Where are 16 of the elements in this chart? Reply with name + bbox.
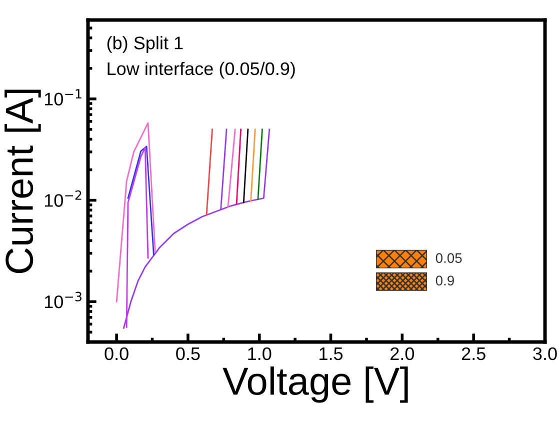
x-tick-label: 2.5: [462, 347, 486, 360]
annotation: 0.9: [436, 276, 454, 286]
y-axis-title: Current [A]: [4, 90, 41, 274]
y-tick-label: 10$^{−2}$: [44, 190, 82, 207]
annotation: 0.05: [436, 253, 462, 263]
x-tick-label: 0.5: [176, 347, 200, 360]
y-tick-label: 10$^{−1}$: [44, 89, 82, 106]
x-tick-label: 1.5: [320, 348, 343, 360]
annotation: (b) Split 1: [107, 36, 183, 53]
y-tick-label: 10$^{−3}$: [44, 292, 82, 308]
annotation: Low interface (0.05/0.9): [108, 62, 295, 79]
x-tick-label: 3.0: [533, 347, 557, 360]
x-tick-label: 2.0: [390, 347, 414, 360]
x-axis-title: Voltage [V]: [222, 366, 408, 403]
x-tick-label: 0.0: [104, 347, 128, 360]
x-tick-label: 1.0: [248, 347, 272, 360]
